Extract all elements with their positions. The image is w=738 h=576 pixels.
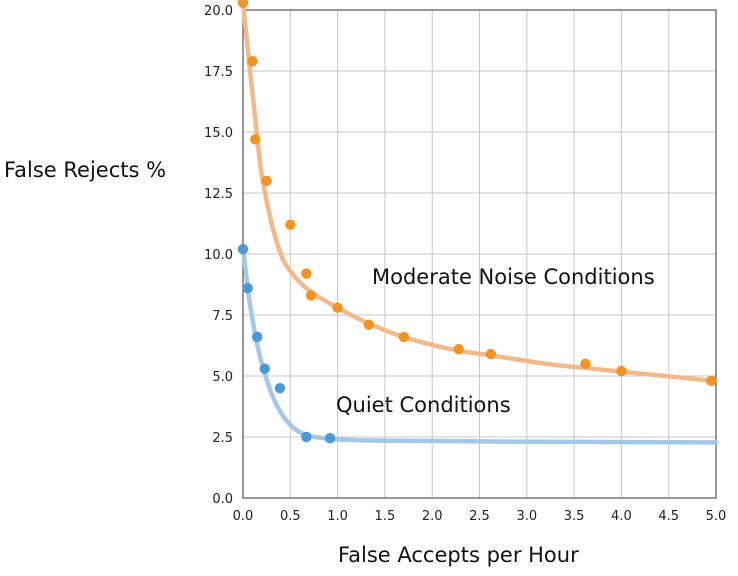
point-moderate-noise	[485, 348, 497, 360]
y-tick-label: 2.5	[212, 431, 233, 446]
x-tick-label: 0.5	[280, 509, 301, 524]
y-tick-label: 12.5	[204, 187, 233, 202]
y-axis-label: False Rejects %	[4, 158, 167, 182]
x-tick-labels: 0.0 0.5 1.0 1.5 2.0 2.5 3.0 3.5 4.0 4.5 5.0	[233, 509, 727, 524]
point-moderate-noise	[332, 302, 343, 313]
point-quiet	[259, 363, 270, 374]
point-quiet	[251, 331, 263, 343]
point-moderate-noise	[305, 290, 317, 301]
x-tick-label: 4.0	[611, 509, 632, 524]
point-moderate-noise	[250, 134, 261, 145]
x-tick-label: 4.5	[658, 509, 679, 524]
point-moderate-noise	[453, 343, 464, 355]
y-tick-label: 7.5	[212, 309, 233, 324]
y-tick-labels: 0.0 2.5 5.0 7.5 10.0 12.5 15.0 17.5 20.0	[204, 4, 233, 507]
x-tick-label: 2.5	[469, 509, 490, 524]
point-moderate-noise	[261, 175, 272, 186]
data-points	[237, 0, 717, 444]
point-moderate-noise	[363, 319, 375, 330]
point-moderate-noise	[580, 358, 591, 369]
y-tick-label: 10.0	[204, 248, 233, 263]
point-moderate-noise	[398, 331, 410, 343]
point-quiet	[301, 431, 312, 443]
y-tick-label: 5.0	[212, 370, 233, 385]
x-tick-label: 3.0	[516, 509, 537, 524]
point-moderate-noise	[237, 0, 249, 8]
x-tick-label: 5.0	[706, 509, 727, 524]
y-tick-label: 0.0	[212, 492, 233, 507]
curve-moderate-noise	[240, 0, 714, 384]
point-quiet	[237, 243, 249, 255]
series-labels: Moderate Noise Conditions Quiet Conditio…	[336, 265, 655, 417]
y-tick-label: 17.5	[204, 65, 233, 80]
y-tick-label: 20.0	[204, 4, 233, 19]
x-tick-label: 1.5	[375, 509, 396, 524]
point-quiet	[274, 383, 286, 394]
point-moderate-noise	[616, 365, 627, 377]
point-moderate-noise	[247, 56, 258, 67]
x-axis-label: False Accepts per Hour	[338, 543, 579, 567]
x-tick-label: 2.0	[422, 509, 443, 524]
point-quiet	[242, 282, 253, 294]
x-tick-label: 1.0	[327, 509, 348, 524]
grid	[242, 9, 717, 499]
point-moderate-noise	[285, 219, 296, 230]
point-moderate-noise	[706, 375, 717, 387]
series-label-quiet: Quiet Conditions	[336, 393, 511, 417]
series-label-moderate: Moderate Noise Conditions	[372, 265, 655, 289]
x-tick-label: 3.5	[564, 509, 585, 524]
point-quiet	[324, 433, 336, 444]
point-moderate-noise	[301, 268, 312, 279]
y-tick-label: 15.0	[204, 126, 233, 141]
x-tick-label: 0.0	[233, 509, 254, 524]
